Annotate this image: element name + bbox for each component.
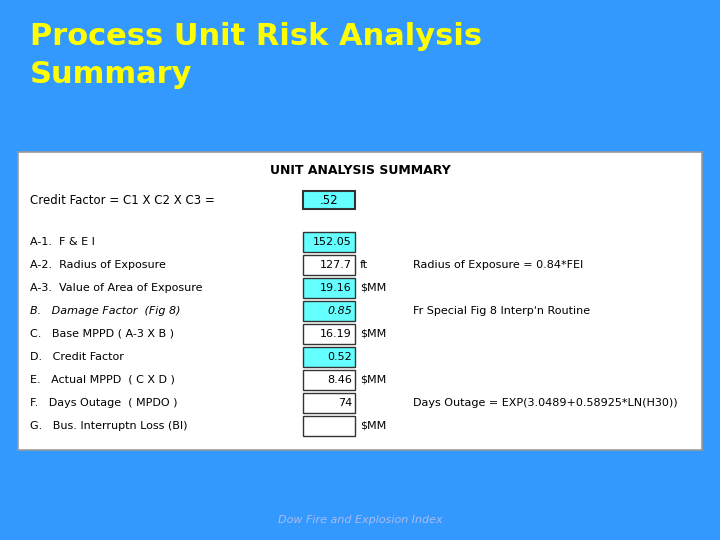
Text: ft: ft — [360, 260, 368, 270]
FancyBboxPatch shape — [303, 232, 355, 252]
Text: 0.85: 0.85 — [327, 306, 352, 316]
Text: A-1.  F & E I: A-1. F & E I — [30, 237, 95, 247]
FancyBboxPatch shape — [303, 347, 355, 367]
Text: 127.7: 127.7 — [320, 260, 352, 270]
Text: Dow Fire and Explosion Index: Dow Fire and Explosion Index — [278, 515, 442, 525]
FancyBboxPatch shape — [303, 278, 355, 298]
Text: $MM: $MM — [360, 329, 386, 339]
FancyBboxPatch shape — [303, 324, 355, 344]
Text: 8.46: 8.46 — [327, 375, 352, 385]
FancyBboxPatch shape — [303, 416, 355, 436]
Text: 16.19: 16.19 — [320, 329, 352, 339]
Text: Summary: Summary — [30, 60, 192, 89]
FancyBboxPatch shape — [18, 152, 702, 450]
Text: 19.16: 19.16 — [320, 283, 352, 293]
Text: D.   Credit Factor: D. Credit Factor — [30, 352, 124, 362]
Text: Process Unit Risk Analysis: Process Unit Risk Analysis — [30, 22, 482, 51]
Text: F.   Days Outage  ( MPDO ): F. Days Outage ( MPDO ) — [30, 398, 178, 408]
Text: A-3.  Value of Area of Exposure: A-3. Value of Area of Exposure — [30, 283, 202, 293]
Text: G.   Bus. Interruptn Loss (BI): G. Bus. Interruptn Loss (BI) — [30, 421, 187, 431]
Text: 0.52: 0.52 — [328, 352, 352, 362]
FancyBboxPatch shape — [303, 191, 355, 209]
Text: .52: .52 — [320, 193, 338, 206]
Text: 152.05: 152.05 — [313, 237, 352, 247]
Text: $MM: $MM — [360, 283, 386, 293]
FancyBboxPatch shape — [303, 301, 355, 321]
Text: $MM: $MM — [360, 421, 386, 431]
Text: 74: 74 — [338, 398, 352, 408]
Text: Fr Special Fig 8 Interp'n Routine: Fr Special Fig 8 Interp'n Routine — [413, 306, 590, 316]
Text: B.   Damage Factor  (Fig 8): B. Damage Factor (Fig 8) — [30, 306, 181, 316]
FancyBboxPatch shape — [303, 393, 355, 413]
Text: E.   Actual MPPD  ( C X D ): E. Actual MPPD ( C X D ) — [30, 375, 175, 385]
Text: $MM: $MM — [360, 375, 386, 385]
Text: UNIT ANALYSIS SUMMARY: UNIT ANALYSIS SUMMARY — [269, 164, 451, 177]
Text: Days Outage = EXP(3.0489+0.58925*LN(H30)): Days Outage = EXP(3.0489+0.58925*LN(H30)… — [413, 398, 678, 408]
Text: Credit Factor = C1 X C2 X C3 =: Credit Factor = C1 X C2 X C3 = — [30, 193, 215, 206]
FancyBboxPatch shape — [303, 255, 355, 275]
Text: Radius of Exposure = 0.84*FEI: Radius of Exposure = 0.84*FEI — [413, 260, 583, 270]
Text: C.   Base MPPD ( A-3 X B ): C. Base MPPD ( A-3 X B ) — [30, 329, 174, 339]
Text: A-2.  Radius of Exposure: A-2. Radius of Exposure — [30, 260, 166, 270]
FancyBboxPatch shape — [303, 370, 355, 390]
